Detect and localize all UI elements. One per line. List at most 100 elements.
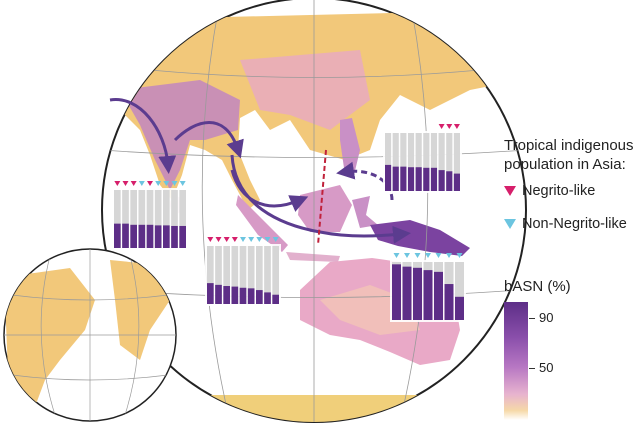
colorbar	[504, 302, 528, 420]
bar-background	[400, 133, 407, 191]
legend-label-non-negrito: Non-Negrito-like	[522, 216, 627, 232]
sulawesi	[352, 196, 378, 228]
bar-value	[179, 225, 186, 248]
philippines	[340, 118, 360, 175]
bar-background	[407, 133, 415, 191]
bar-background	[239, 246, 247, 304]
bar-background	[264, 246, 271, 304]
non-negrito-marker-icon	[138, 181, 145, 186]
colorbar-label-50: 50	[539, 360, 554, 375]
negrito-marker-icon	[438, 124, 445, 129]
bar-background	[247, 246, 255, 304]
negrito-marker-icon	[231, 237, 238, 242]
bar-background	[146, 190, 154, 248]
legend-item-non-negrito: Non-Negrito-like	[504, 216, 627, 232]
bar-value	[455, 296, 464, 320]
bar-background	[453, 133, 460, 191]
inset-bar-charts	[112, 124, 466, 322]
non-negrito-marker-icon	[163, 181, 170, 186]
bar-value	[402, 266, 412, 320]
legend-title: Tropical indigenous population in Asia:	[504, 137, 634, 173]
non-negrito-marker-icon	[446, 253, 452, 258]
negrito-marker-icon	[147, 181, 153, 186]
bar-value	[130, 224, 137, 248]
bar-background	[215, 246, 222, 304]
china-pink-region	[240, 50, 370, 130]
bar-value	[122, 223, 129, 248]
bar-value	[423, 270, 433, 320]
bar-value	[264, 292, 271, 304]
bar-background	[385, 133, 392, 191]
bar-value	[423, 167, 430, 191]
java	[286, 252, 340, 262]
bar-background	[423, 133, 430, 191]
non-negrito-marker-icon	[435, 253, 442, 258]
negrito-marker-icon	[215, 237, 222, 242]
legend-item-negrito: Negrito-like	[504, 183, 595, 199]
negrito-marker-icon	[114, 181, 121, 186]
negrito-marker-icon	[453, 124, 460, 129]
bar-value	[171, 225, 178, 248]
bar-background	[272, 246, 279, 304]
main-globe	[101, 0, 527, 423]
bar-value	[247, 288, 255, 304]
bar-background	[163, 190, 170, 248]
graticule	[102, 0, 526, 422]
bar-chart-south-asia	[112, 181, 188, 250]
bar-value	[239, 287, 247, 304]
bar-value	[392, 166, 399, 191]
non-negrito-marker-icon	[393, 253, 400, 258]
negrito-marker-icon	[122, 181, 129, 186]
japan	[418, 60, 448, 100]
non-negrito-marker-icon	[240, 237, 246, 242]
non-negrito-marker-icon	[272, 237, 279, 242]
bar-value	[146, 224, 154, 248]
bar-background	[130, 190, 137, 248]
bar-background	[138, 190, 146, 248]
borneo	[298, 185, 352, 232]
bar-value	[444, 284, 454, 320]
bar-value	[223, 286, 230, 304]
bar-background	[455, 262, 464, 320]
bar-background	[446, 133, 453, 191]
bar-value	[407, 167, 415, 191]
bar-background	[223, 246, 230, 304]
colorbar-label-90: 90	[539, 310, 554, 325]
non-negrito-marker-icon	[414, 253, 421, 258]
non-negrito-marker-icon	[456, 253, 463, 258]
negrito-marker-icon	[504, 186, 516, 196]
bar-value	[272, 294, 279, 304]
bar-background	[415, 133, 422, 191]
non-negrito-marker-icon	[256, 237, 263, 242]
bar-value	[430, 167, 438, 191]
non-negrito-marker-icon	[425, 253, 431, 258]
bar-value	[231, 286, 239, 304]
non-negrito-marker-icon	[155, 181, 162, 186]
non-negrito-marker-icon	[264, 237, 271, 242]
bar-background	[179, 190, 186, 248]
negrito-marker-icon	[223, 237, 230, 242]
bar-background	[438, 133, 445, 191]
bar-background	[154, 190, 162, 248]
colorbar-title: bASN (%)	[504, 278, 571, 295]
bar-background	[256, 246, 263, 304]
bar-value	[114, 223, 121, 248]
bar-value	[163, 225, 170, 248]
bar-value	[154, 225, 162, 248]
bar-background	[430, 133, 438, 191]
bar-background	[207, 246, 214, 304]
antarctica-edge	[180, 395, 450, 422]
bar-value	[434, 271, 443, 320]
non-negrito-marker-icon	[248, 237, 255, 242]
legend-label-negrito: Negrito-like	[522, 183, 596, 199]
bar-value	[392, 264, 401, 320]
bar-background	[171, 190, 178, 248]
negrito-marker-icon	[207, 237, 214, 242]
bar-background	[392, 133, 399, 191]
bar-value	[385, 164, 392, 191]
non-negrito-marker-icon	[179, 181, 186, 186]
bar-chart-new-guinea	[390, 253, 466, 322]
colorbar-tick-90	[529, 318, 535, 319]
bar-value	[453, 173, 460, 191]
